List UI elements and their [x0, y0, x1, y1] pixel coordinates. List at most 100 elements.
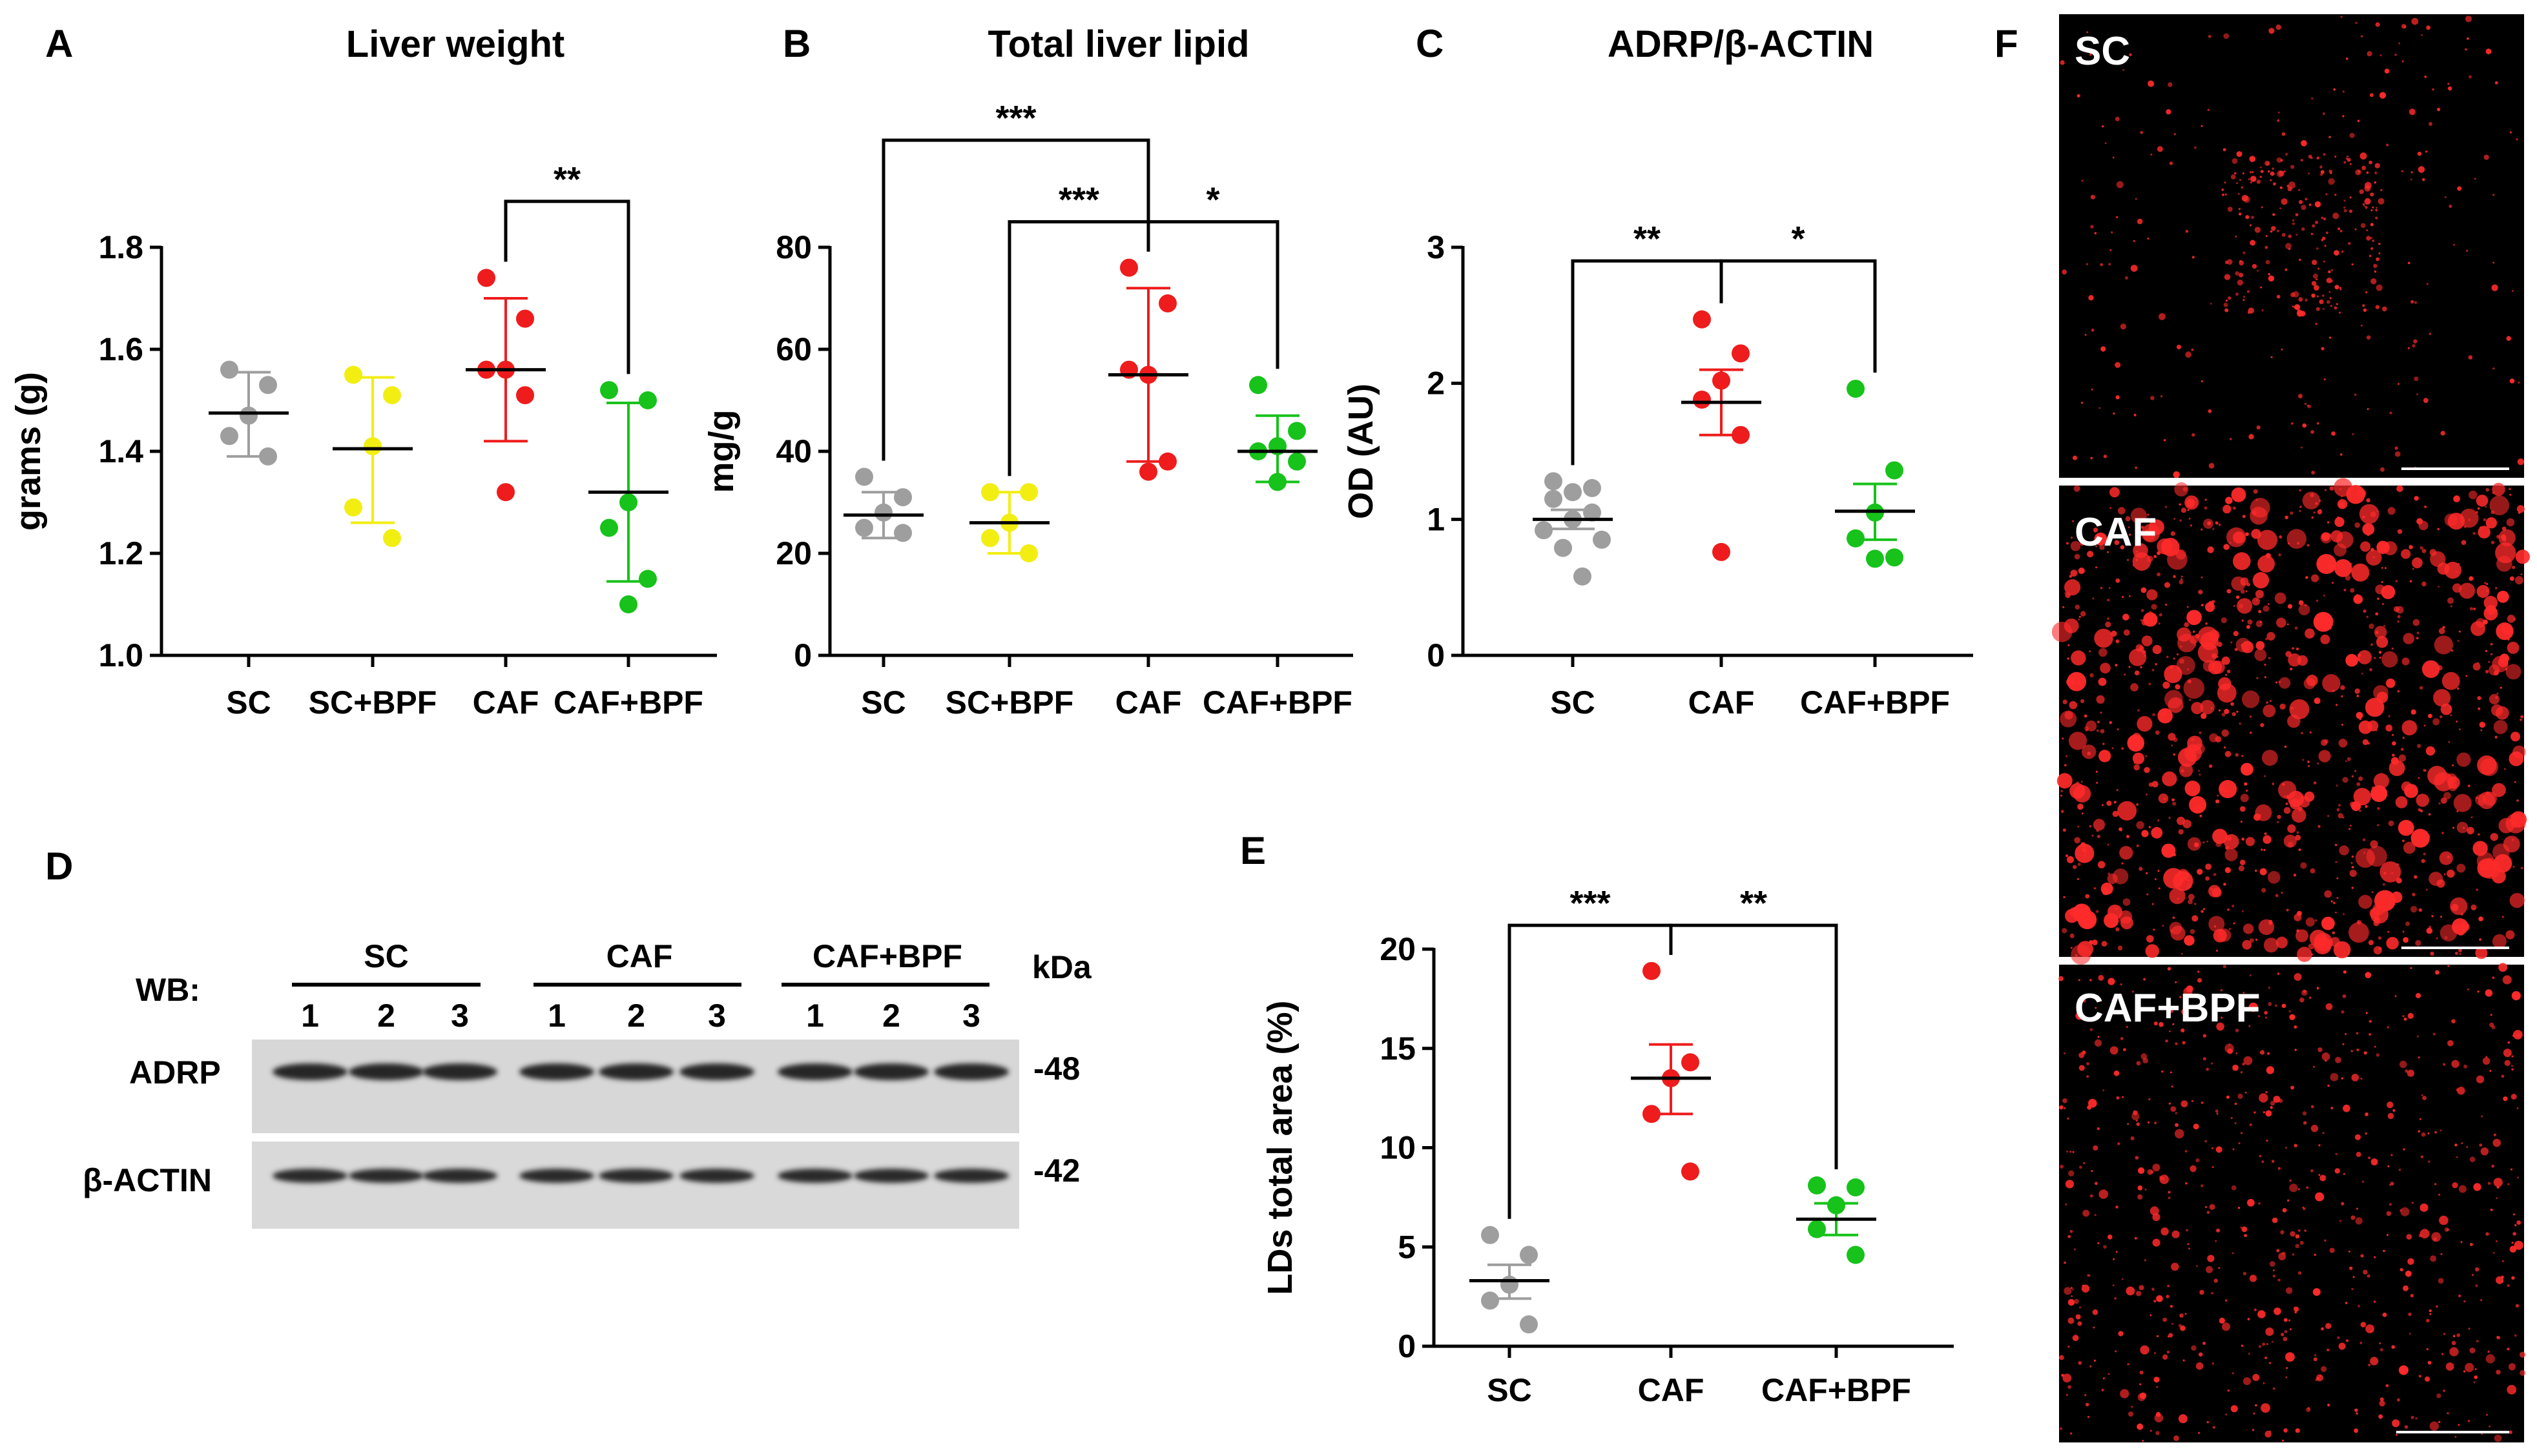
lipid-droplet	[2322, 674, 2341, 693]
lipid-droplet	[2501, 537, 2507, 542]
lipid-droplet	[2440, 431, 2445, 436]
lipid-droplet	[2168, 697, 2184, 713]
lipid-droplet	[2191, 1100, 2194, 1102]
lipid-droplet	[2405, 921, 2410, 927]
lipid-droplet	[2296, 831, 2299, 834]
lipid-droplet	[2133, 413, 2137, 416]
lipid-droplet	[2259, 1154, 2262, 1158]
lipid-droplet	[2332, 212, 2339, 220]
lipid-droplet	[2415, 939, 2421, 947]
lipid-droplet	[2089, 650, 2091, 653]
lipid-droplet	[2466, 1146, 2469, 1149]
lipid-droplet	[2209, 733, 2219, 743]
lipid-droplet	[2386, 678, 2396, 688]
lipid-droplet	[2437, 528, 2439, 531]
panel-label-c: C	[1416, 22, 1444, 65]
lipid-droplet	[2079, 1165, 2082, 1169]
lipid-droplet	[2235, 1052, 2238, 1054]
lipid-droplet	[2280, 159, 2283, 162]
lipid-droplet	[2313, 781, 2317, 784]
lipid-droplet	[2342, 115, 2345, 118]
lipid-droplet	[2314, 285, 2319, 291]
lipid-droplet	[2463, 1064, 2468, 1069]
lipid-droplet	[2512, 866, 2515, 868]
lipid-droplet	[2207, 546, 2214, 553]
lipid-droplet	[2177, 897, 2180, 900]
lipid-droplet	[2183, 677, 2205, 699]
lipid-droplet	[2353, 788, 2371, 806]
lipid-droplet	[2094, 1214, 2097, 1216]
lipid-droplet	[2421, 581, 2427, 587]
lipid-droplet	[2467, 826, 2474, 835]
lipid-droplet	[2285, 802, 2288, 805]
lipid-droplet	[2275, 25, 2282, 30]
lipid-droplet	[2477, 662, 2480, 664]
x-tick-label: SC	[1487, 1372, 1531, 1408]
lipid-droplet	[2286, 529, 2307, 549]
lipid-droplet	[2065, 854, 2069, 857]
lipid-droplet	[2140, 1345, 2149, 1355]
lipid-droplet	[2330, 900, 2333, 903]
lipid-droplet	[2359, 717, 2362, 721]
lipid-droplet	[2309, 929, 2327, 947]
lipid-droplet	[2426, 1348, 2428, 1351]
lipid-droplet	[2360, 1322, 2366, 1328]
lipid-droplet	[2100, 346, 2106, 352]
lipid-droplet	[2135, 1291, 2142, 1297]
lipid-droplet	[2211, 1166, 2214, 1168]
lipid-droplet	[2396, 1433, 2398, 1436]
lipid-droplet	[2339, 502, 2345, 508]
lipid-droplet	[2483, 154, 2489, 160]
lipid-droplet	[2067, 1235, 2071, 1238]
lipid-droplet	[2457, 563, 2459, 566]
lipid-droplet	[2188, 899, 2193, 905]
lipid-droplet	[2308, 154, 2312, 159]
lipid-droplet	[2135, 198, 2137, 200]
lipid-droplet	[2179, 1313, 2184, 1318]
lipid-droplet	[2456, 863, 2466, 873]
data-point	[1847, 529, 1865, 548]
lipid-droplet	[2268, 275, 2275, 282]
lipid-droplet	[2317, 987, 2319, 990]
lipid-droplet	[2357, 489, 2366, 498]
lipid-droplet	[2221, 193, 2225, 196]
lipid-droplet	[2407, 1012, 2414, 1019]
lipid-droplet	[2215, 1146, 2222, 1153]
lipid-droplet	[2189, 635, 2199, 644]
lipid-droplet	[2084, 1394, 2087, 1397]
lipid-droplet	[2321, 239, 2323, 241]
lipid-droplet	[2124, 276, 2129, 280]
lipid-droplet	[2261, 888, 2266, 893]
lipid-droplet	[2480, 526, 2482, 529]
lipid-droplet	[2260, 1050, 2265, 1055]
lipid-droplet	[2157, 819, 2160, 822]
lipid-droplet	[2493, 1178, 2503, 1187]
lipid-droplet	[2386, 143, 2389, 147]
micrograph-caf-bpf	[2059, 965, 2524, 1442]
lipid-droplet	[2096, 729, 2099, 732]
lipid-droplet	[2202, 660, 2215, 672]
lipid-droplet	[2410, 300, 2414, 304]
lipid-droplet	[2168, 1102, 2171, 1105]
lipid-droplet	[2155, 1411, 2161, 1417]
lipid-droplet	[2226, 670, 2231, 673]
lipid-droplet	[2131, 990, 2134, 993]
lipid-droplet	[2078, 619, 2080, 620]
lipid-droplet	[2457, 640, 2459, 642]
y-tick-label: 0	[1398, 1328, 1416, 1364]
lipid-droplet	[2146, 935, 2154, 943]
lipid-droplet	[2265, 1091, 2268, 1094]
lipid-droplet	[2152, 1238, 2160, 1247]
lipid-droplet	[2294, 1143, 2297, 1147]
lipid-droplet	[2072, 1151, 2075, 1153]
lipid-droplet	[2078, 568, 2085, 574]
lipid-droplet	[2238, 865, 2244, 872]
lipid-droplet	[2257, 1310, 2266, 1318]
lipid-droplet	[2200, 1102, 2204, 1104]
lipid-droplet	[2311, 574, 2319, 582]
lipid-droplet	[2395, 451, 2401, 457]
lipid-droplet	[2067, 1298, 2075, 1306]
lipid-droplet	[2148, 519, 2164, 535]
lipid-droplet	[2438, 1420, 2441, 1423]
lipid-droplet	[2379, 54, 2382, 57]
